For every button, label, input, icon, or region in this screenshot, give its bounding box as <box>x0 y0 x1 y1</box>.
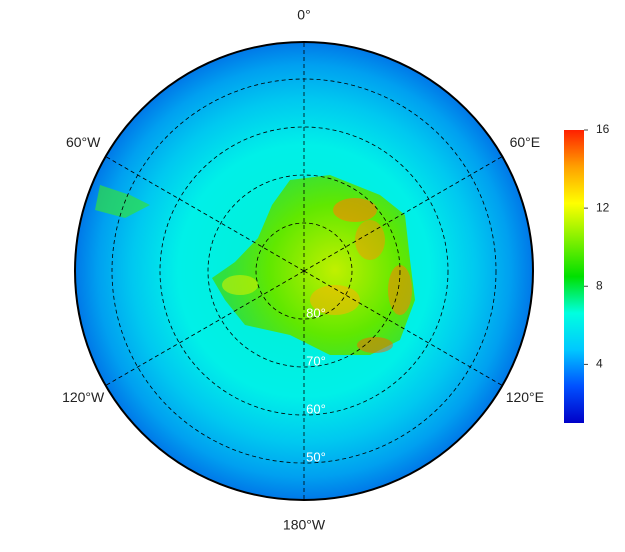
parallel-label: 60° <box>306 401 326 416</box>
parallel-label: 50° <box>306 449 326 464</box>
colorbar-tick-label: 8 <box>596 278 603 292</box>
meridian-label: 0° <box>297 7 310 23</box>
parallel-line <box>207 174 401 368</box>
colorbar-tick-label: 4 <box>596 357 603 371</box>
meridian-line <box>303 270 503 386</box>
parallel-label: 80° <box>306 305 326 320</box>
colorbar-tick-label: 12 <box>596 200 610 214</box>
parallel-line <box>255 222 353 320</box>
meridian-line <box>105 156 305 272</box>
meridian-label: 60°E <box>510 134 541 150</box>
meridian-label: 120°W <box>62 389 105 405</box>
parallel-label: 70° <box>306 353 326 368</box>
map-border <box>74 41 534 501</box>
meridian-line <box>303 156 503 272</box>
meridian-label: 60°W <box>66 134 101 150</box>
meridian-label: 180°W <box>283 517 326 533</box>
colorbar <box>564 130 584 423</box>
meridian-label: 120°E <box>506 389 544 405</box>
meridian-line <box>105 270 305 386</box>
colorbar-tick-label: 16 <box>596 122 610 136</box>
